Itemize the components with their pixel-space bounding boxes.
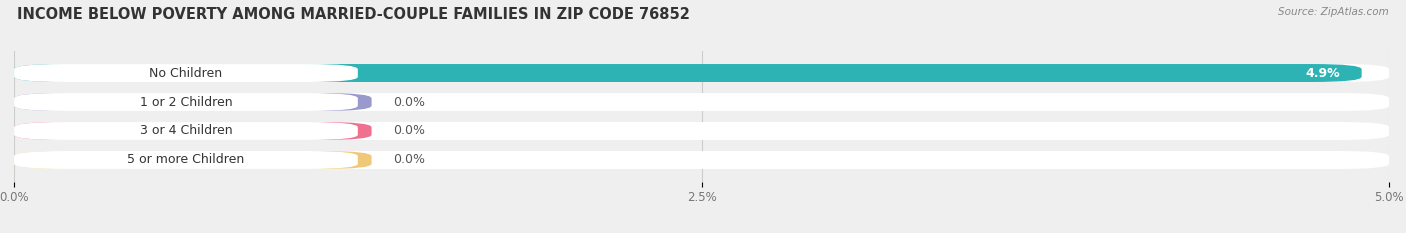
FancyBboxPatch shape xyxy=(14,64,357,82)
Text: 0.0%: 0.0% xyxy=(394,124,426,137)
Text: 4.9%: 4.9% xyxy=(1305,66,1340,79)
Text: 3 or 4 Children: 3 or 4 Children xyxy=(139,124,232,137)
Text: Source: ZipAtlas.com: Source: ZipAtlas.com xyxy=(1278,7,1389,17)
FancyBboxPatch shape xyxy=(14,64,1389,82)
FancyBboxPatch shape xyxy=(14,93,371,111)
FancyBboxPatch shape xyxy=(14,151,357,169)
Text: 1 or 2 Children: 1 or 2 Children xyxy=(139,96,232,109)
FancyBboxPatch shape xyxy=(14,122,1389,140)
FancyBboxPatch shape xyxy=(14,122,371,140)
Text: 5 or more Children: 5 or more Children xyxy=(128,154,245,167)
Text: 0.0%: 0.0% xyxy=(394,96,426,109)
Text: No Children: No Children xyxy=(149,66,222,79)
FancyBboxPatch shape xyxy=(14,93,357,111)
Text: INCOME BELOW POVERTY AMONG MARRIED-COUPLE FAMILIES IN ZIP CODE 76852: INCOME BELOW POVERTY AMONG MARRIED-COUPL… xyxy=(17,7,690,22)
FancyBboxPatch shape xyxy=(14,151,1389,169)
FancyBboxPatch shape xyxy=(14,122,357,140)
FancyBboxPatch shape xyxy=(14,151,371,169)
Text: 0.0%: 0.0% xyxy=(394,154,426,167)
FancyBboxPatch shape xyxy=(14,93,1389,111)
FancyBboxPatch shape xyxy=(14,64,1361,82)
